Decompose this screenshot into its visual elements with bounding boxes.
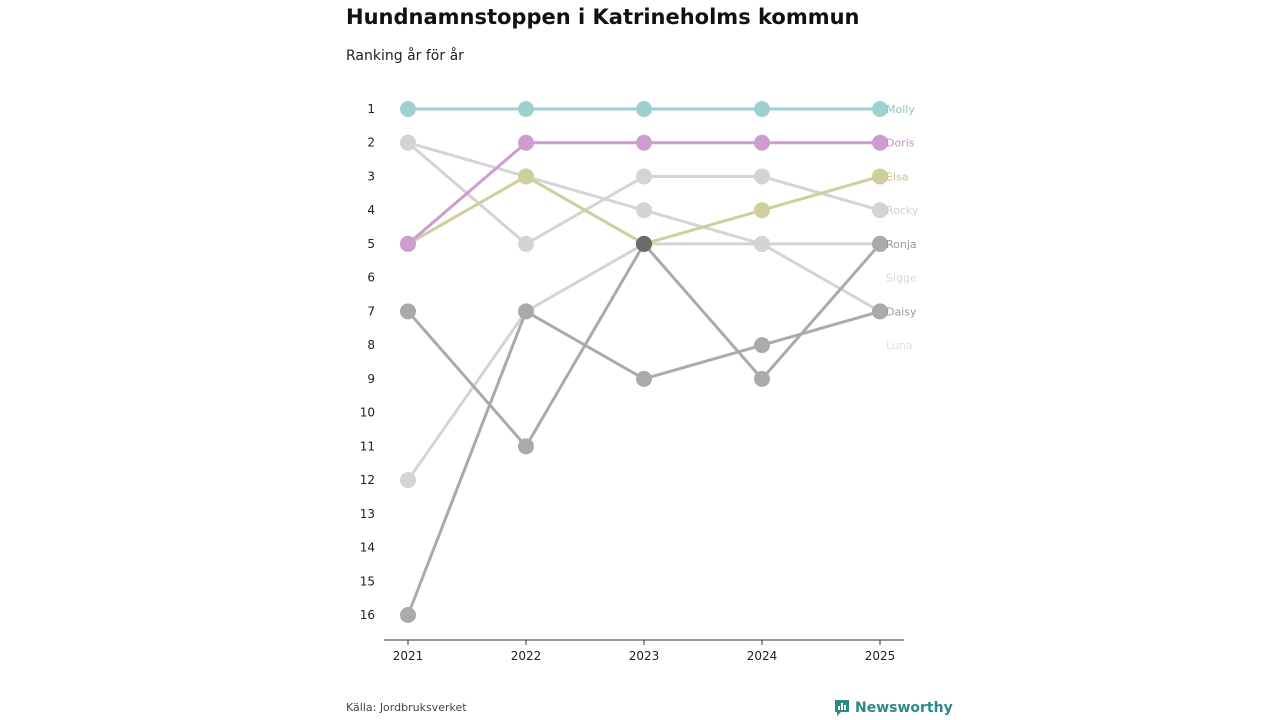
data-point-rocky[interactable] xyxy=(400,134,416,151)
data-point-elsa[interactable] xyxy=(872,168,888,185)
series-label-elsa: Elsa xyxy=(886,170,908,183)
data-point-doris[interactable] xyxy=(754,134,770,151)
data-point-ronja[interactable] xyxy=(400,607,416,623)
data-point-ronja[interactable] xyxy=(872,303,888,320)
data-point-doris[interactable] xyxy=(872,134,888,151)
brand-name: Newsworthy xyxy=(855,700,953,716)
x-tick-label: 2022 xyxy=(511,649,542,663)
series-label-doris: Doris xyxy=(886,137,915,150)
y-tick-label: 12 xyxy=(360,473,375,487)
y-tick-label: 11 xyxy=(360,439,375,453)
x-tick-label: 2024 xyxy=(747,649,778,663)
data-point-daisy[interactable] xyxy=(518,438,534,455)
data-point-sigge[interactable] xyxy=(872,202,888,219)
y-tick-label: 1 xyxy=(367,102,375,116)
y-tick-label: 2 xyxy=(367,136,375,150)
data-point-molly[interactable] xyxy=(400,101,416,117)
data-point-elsa[interactable] xyxy=(518,168,534,185)
series-line-doris[interactable] xyxy=(406,141,882,246)
data-point-rocky[interactable] xyxy=(754,235,770,252)
data-point-doris[interactable] xyxy=(518,134,534,151)
data-point-sigge[interactable] xyxy=(754,168,770,185)
data-point-molly[interactable] xyxy=(754,101,770,117)
data-point-daisy[interactable] xyxy=(754,370,770,387)
data-point-molly[interactable] xyxy=(872,101,888,117)
y-tick-label: 10 xyxy=(360,406,375,420)
page-subtitle: Ranking år för år xyxy=(346,48,464,64)
data-point-highlight[interactable] xyxy=(636,235,652,252)
series-label-rocky: Rocky xyxy=(886,204,919,217)
data-point-daisy[interactable] xyxy=(400,303,416,320)
x-tick-label: 2023 xyxy=(629,649,660,663)
x-tick-label: 2025 xyxy=(865,649,896,663)
series-line-rocky[interactable] xyxy=(406,141,882,313)
series-line-ronja[interactable] xyxy=(406,309,882,617)
series-line-sigge[interactable] xyxy=(406,141,882,246)
source-note: Källa: Jordbruksverket xyxy=(346,701,467,714)
series-label-luna: Luna xyxy=(886,339,913,352)
data-point-elsa[interactable] xyxy=(754,202,770,219)
y-tick-label: 9 xyxy=(367,372,375,386)
y-tick-label: 6 xyxy=(367,271,375,285)
newsworthy-logo-icon xyxy=(835,700,849,716)
series-lines xyxy=(406,107,882,617)
series-points xyxy=(400,101,888,623)
y-tick-label: 13 xyxy=(360,507,375,521)
data-point-sigge[interactable] xyxy=(636,168,652,185)
data-point-ronja[interactable] xyxy=(518,303,534,320)
series-labels: Molly Doris Elsa Rocky Ronja Sigge Daisy Luna xyxy=(886,103,919,352)
y-tick-label: 7 xyxy=(367,304,375,318)
series-label-sigge: Sigge xyxy=(886,272,917,285)
data-point-rocky[interactable] xyxy=(636,202,652,219)
series-label-molly: Molly xyxy=(886,103,915,116)
y-tick-label: 16 xyxy=(360,608,375,622)
series-label-daisy: Daisy xyxy=(886,305,917,318)
y-tick-label: 4 xyxy=(367,203,375,217)
data-point-sigge[interactable] xyxy=(518,235,534,252)
series-label-ronja: Ronja xyxy=(886,238,917,251)
y-tick-label: 8 xyxy=(367,338,375,352)
series-line-luna[interactable] xyxy=(406,242,882,482)
page-title: Hundnamnstoppen i Katrineholms kommun xyxy=(346,5,860,29)
data-point-ronja[interactable] xyxy=(636,370,652,387)
y-tick-label: 15 xyxy=(360,574,375,588)
brand-link[interactable]: Newsworthy xyxy=(834,699,953,717)
y-tick-label: 14 xyxy=(360,541,375,555)
data-point-ronja[interactable] xyxy=(754,337,770,354)
data-point-luna[interactable] xyxy=(400,472,416,489)
data-point-daisy[interactable] xyxy=(872,235,888,252)
series-line-daisy[interactable] xyxy=(406,242,882,448)
data-point-molly[interactable] xyxy=(636,101,652,117)
x-axis: 2021 2022 2023 2024 2025 xyxy=(384,639,904,663)
data-point-doris[interactable] xyxy=(636,134,652,151)
data-point-molly[interactable] xyxy=(518,101,534,117)
y-tick-label: 3 xyxy=(367,169,375,183)
x-tick-label: 2021 xyxy=(393,649,424,663)
y-tick-label: 5 xyxy=(367,237,375,251)
data-point-doris[interactable] xyxy=(400,235,416,252)
